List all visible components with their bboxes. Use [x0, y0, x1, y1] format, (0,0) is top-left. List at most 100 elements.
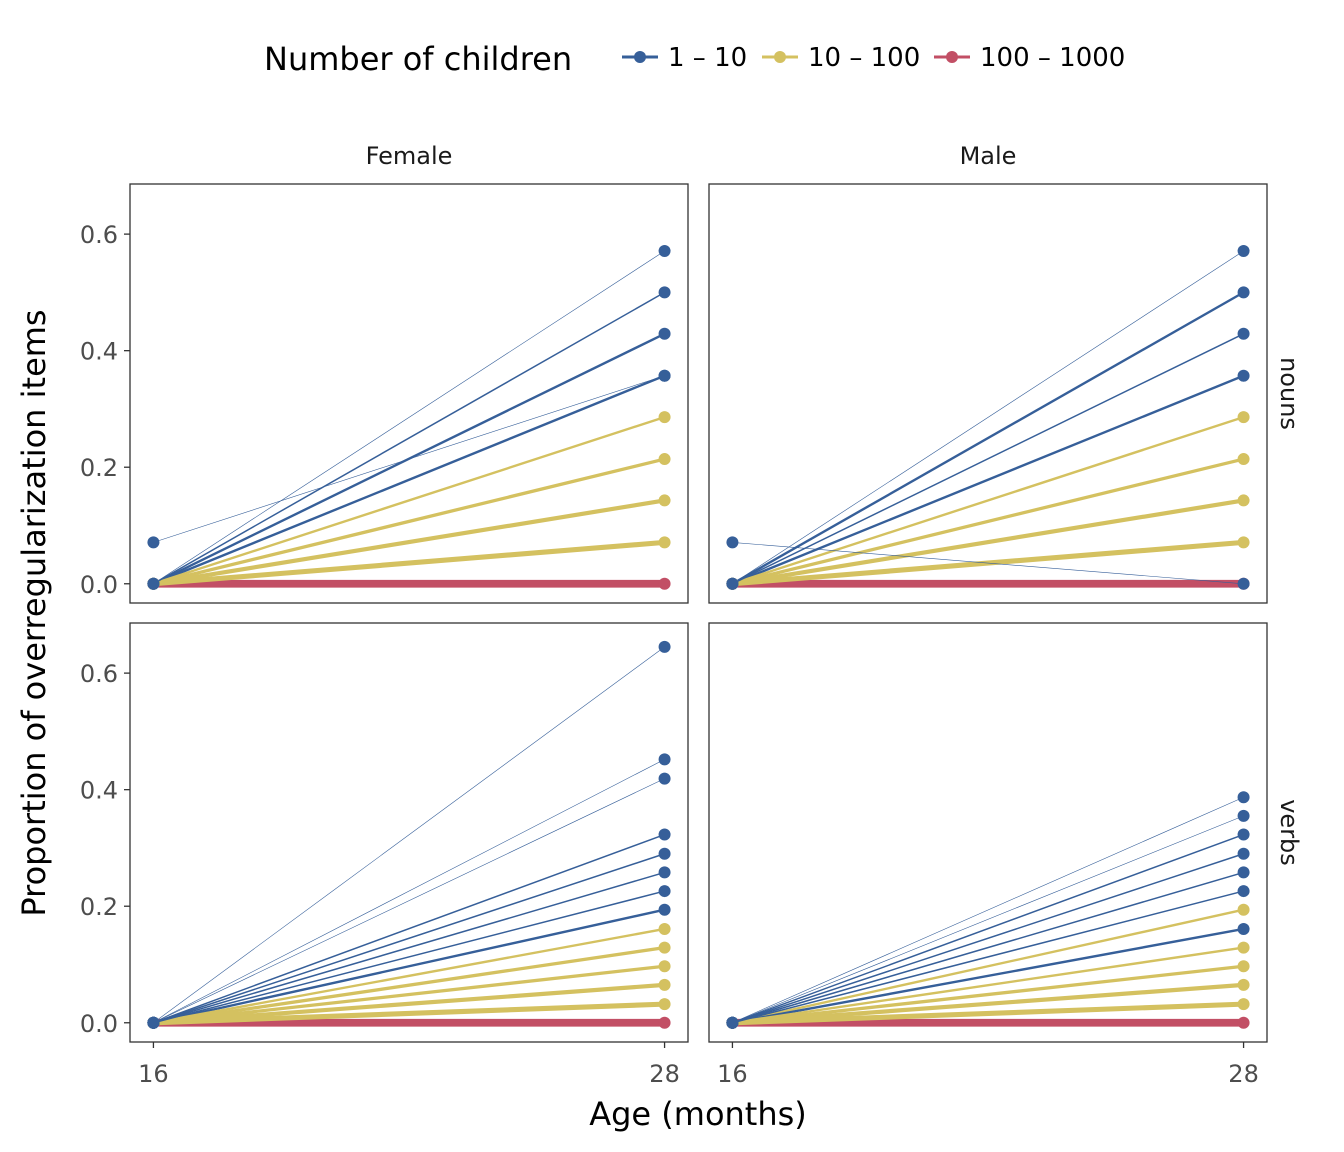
series-line [152, 374, 666, 585]
panel-marks [726, 245, 1250, 590]
data-point [658, 960, 671, 973]
data-point [1237, 453, 1250, 466]
data-point [1237, 922, 1250, 935]
data-point [658, 903, 671, 916]
panel-border [708, 622, 1268, 1043]
y-tick-label: 0.4 [80, 777, 118, 805]
data-point [658, 1016, 671, 1029]
data-point [1237, 369, 1250, 382]
series-line [153, 415, 665, 585]
series-line [732, 890, 1244, 1024]
series-line [153, 890, 665, 1024]
legend-label: 10 – 100 [808, 43, 920, 73]
series-line [153, 853, 665, 1024]
data-point [147, 577, 160, 590]
panel-border [129, 183, 689, 604]
data-point [1237, 1016, 1250, 1029]
x-axis-title: Age (months) [589, 1095, 807, 1133]
facet-panels [129, 183, 1268, 1043]
series-line [732, 796, 1244, 1024]
data-point [1237, 245, 1250, 258]
series-line [153, 375, 665, 543]
series-line [731, 291, 1245, 585]
data-point [1237, 494, 1250, 507]
x-tick-label: 16 [717, 1060, 748, 1088]
data-point [658, 847, 671, 860]
data-point [658, 640, 671, 653]
data-point [658, 411, 671, 424]
data-point [658, 453, 671, 466]
series-line [732, 498, 1244, 586]
panel-marks [147, 640, 671, 1029]
facet-strips: Female Male nouns verbs [366, 142, 1303, 866]
panel-male-nouns [708, 183, 1268, 604]
strip-label-col: Male [960, 142, 1017, 170]
data-point [658, 941, 671, 954]
legend-title: Number of children [264, 40, 572, 78]
series-line [153, 778, 665, 1024]
panel-female-nouns [129, 183, 689, 604]
y-tick-label: 0.0 [80, 571, 118, 599]
series-line [732, 871, 1244, 1024]
y-tick-label: 0.6 [80, 221, 118, 249]
series-line [153, 945, 665, 1025]
series-line [732, 927, 1244, 1024]
data-point [658, 494, 671, 507]
data-point [1237, 286, 1250, 299]
strip-label-row: nouns [1275, 357, 1303, 430]
series-line [153, 871, 665, 1024]
series-line [153, 1001, 665, 1026]
strip-label-row: verbs [1275, 799, 1303, 866]
series-line [153, 964, 665, 1025]
series-line [153, 908, 665, 1024]
series-line [732, 833, 1244, 1024]
data-point [1237, 960, 1250, 973]
data-point [658, 998, 671, 1011]
data-point [1237, 978, 1250, 991]
y-tick-label: 0.2 [80, 454, 118, 482]
legend: Number of children 1 – 10 10 – 100 100 – 1… [264, 40, 1125, 78]
data-point [1237, 411, 1250, 424]
series-line [732, 457, 1244, 586]
data-point [658, 536, 671, 549]
series-line [153, 457, 665, 586]
series-line [153, 927, 665, 1024]
strip-label-col: Female [366, 142, 453, 170]
legend-key-point [774, 51, 786, 63]
data-point [1237, 941, 1250, 954]
panel-border [708, 183, 1268, 604]
series-line [153, 539, 665, 587]
y-tick-label: 0.2 [80, 893, 118, 921]
series-line [732, 250, 1244, 585]
series-line [153, 498, 665, 586]
data-point [658, 978, 671, 991]
data-point [658, 885, 671, 898]
series-line [153, 982, 665, 1025]
data-point [658, 828, 671, 841]
series-line [732, 542, 1244, 585]
panel-border [129, 622, 689, 1043]
series-line [732, 415, 1244, 585]
series-line [153, 250, 665, 585]
series-line [153, 291, 665, 585]
series-line [732, 1001, 1244, 1026]
data-point [658, 577, 671, 590]
data-point [658, 753, 671, 766]
data-point [658, 772, 671, 785]
panel-marks [726, 791, 1250, 1029]
data-point [658, 369, 671, 382]
y-tick-label: 0.0 [80, 1010, 118, 1038]
data-point [658, 327, 671, 340]
x-tick-label: 28 [649, 1060, 680, 1088]
series-line [153, 759, 665, 1024]
data-point [147, 536, 160, 549]
axes: 0.0 0.2 0.4 0.6 0.0 0.2 0.4 0.6 16 28 16 28 [80, 221, 1259, 1088]
y-tick-label: 0.4 [80, 338, 118, 366]
data-point [1237, 903, 1250, 916]
data-point [658, 866, 671, 879]
legend-key-point [946, 51, 958, 63]
series-line [732, 333, 1244, 585]
data-point [147, 1016, 160, 1029]
data-point [1237, 828, 1250, 841]
